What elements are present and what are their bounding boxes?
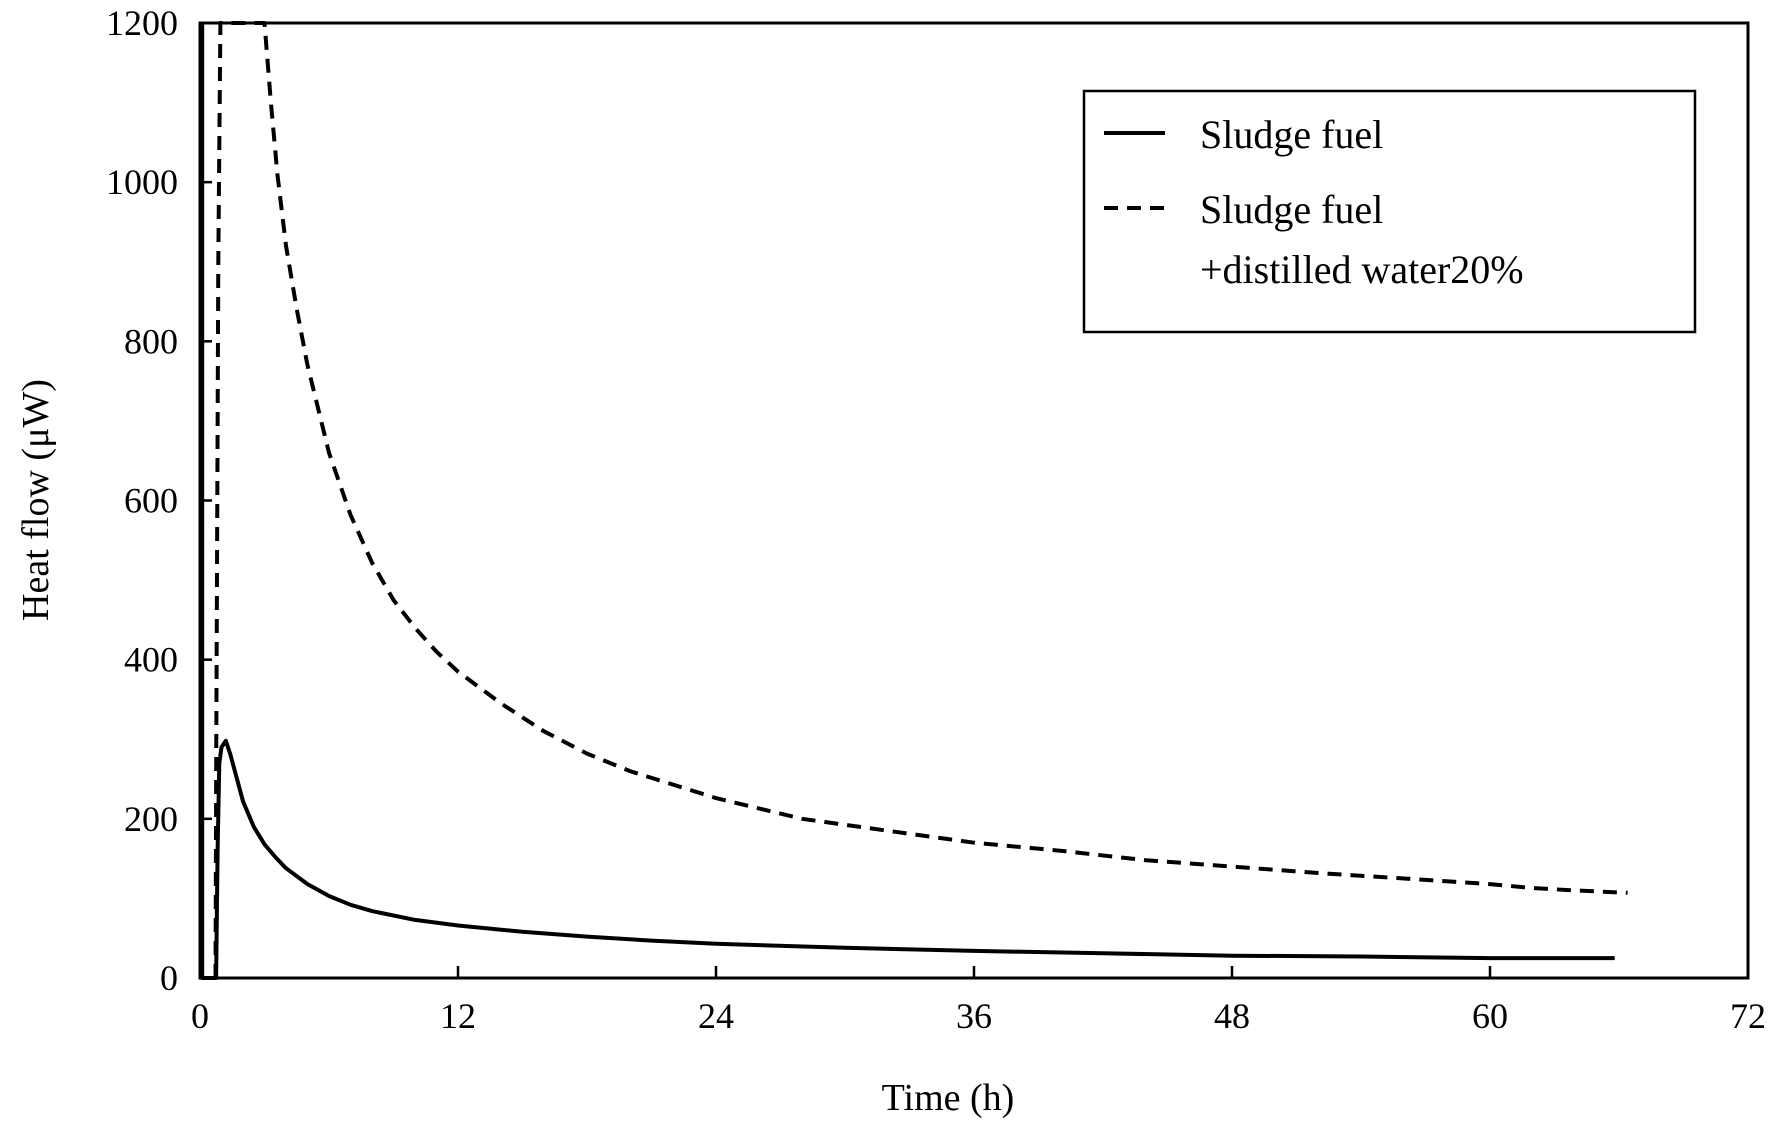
- x-tick-label: 72: [1730, 996, 1766, 1036]
- y-tick-label: 1200: [106, 3, 178, 43]
- y-axis-ticks: 0 200 400 600 800 1000 1200: [106, 3, 212, 998]
- y-tick-label: 0: [160, 958, 178, 998]
- y-tick-label: 400: [124, 640, 178, 680]
- x-tick-label: 12: [440, 996, 476, 1036]
- x-axis-label: Time (h): [882, 1077, 1015, 1119]
- y-tick-label: 200: [124, 799, 178, 839]
- legend-label-sludge-fuel-water-line2: +distilled water20%: [1200, 247, 1524, 292]
- legend: Sludge fuel Sludge fuel +distilled water…: [1082, 89, 1697, 334]
- x-tick-label: 0: [191, 996, 209, 1036]
- series-layer: [200, 21, 1628, 980]
- series-line-sludge-fuel: [200, 23, 1615, 980]
- x-tick-label: 60: [1472, 996, 1508, 1036]
- y-tick-label: 600: [124, 481, 178, 521]
- x-axis-ticks: 0 12 24 36 48 60 72: [191, 966, 1766, 1036]
- series-line-sludge-fuel-water: [213, 21, 1628, 979]
- legend-label-sludge-fuel: Sludge fuel: [1200, 112, 1383, 157]
- y-tick-label: 800: [124, 321, 178, 361]
- x-tick-label: 24: [698, 996, 734, 1036]
- legend-box: [1082, 89, 1697, 334]
- x-tick-label: 36: [956, 996, 992, 1036]
- y-tick-label: 1000: [106, 162, 178, 202]
- x-tick-label: 48: [1214, 996, 1250, 1036]
- legend-label-sludge-fuel-water-line1: Sludge fuel: [1200, 187, 1383, 232]
- y-axis-label: Heat flow (μW): [15, 379, 57, 621]
